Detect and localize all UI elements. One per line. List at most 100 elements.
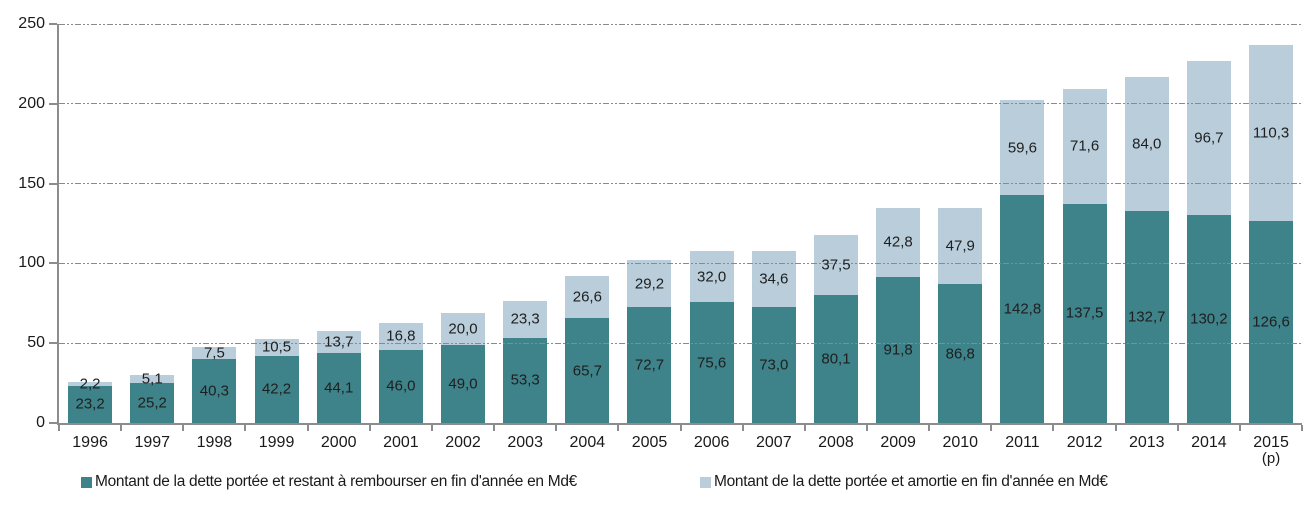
x-axis-tick-10 [679,425,682,431]
bar-segment-amortized-2015: 110,3 [1249,44,1294,221]
bar-value-remaining-2015: 126,6 [1252,313,1290,331]
bar-value-remaining-2002: 49,0 [448,375,478,393]
bar-value-amortized-2005: 29,2 [634,275,665,293]
x-axis-label-text-2014: 2014 [1191,434,1227,451]
bar-value-amortized-2012: 71,6 [1069,137,1100,155]
bar-stack-2014: 96,7 130,2 [1186,60,1231,423]
bar-slot-2000: 13,7 44,1 [308,24,370,423]
legend-item-remaining-debt: Montant de la dette portée et restant à … [81,473,577,491]
bar-segment-amortized-1999: 10,5 [254,339,299,356]
x-axis-tick-18 [1176,425,1179,431]
bars-row: 2,2 23,2 5,1 25,2 7,5 40,3 10,5 42,2 13,7 44,1 16,… [59,24,1302,423]
x-axis-label-1996: 1996 [59,434,121,467]
x-axis-tick-19 [1238,425,1241,431]
bar-stack-2006: 32,0 75,6 [689,251,734,423]
x-axis-label-text-2008: 2008 [818,434,854,451]
bar-slot-2015: 110,3 126,6 [1240,24,1302,423]
x-axis-label-2004: 2004 [556,434,618,467]
bar-value-remaining-2008: 80,1 [821,350,851,368]
y-axis-tick-150 [49,182,57,185]
bar-segment-remaining-2002: 49,0 [441,344,486,423]
gridline-150 [59,183,1302,185]
y-axis-tick-200 [49,102,57,105]
x-axis-tick-12 [803,425,806,431]
x-axis-tick-14 [928,425,931,431]
bar-value-remaining-2003: 53,3 [510,371,540,389]
x-axis-label-text-2007: 2007 [756,434,792,451]
bar-segment-remaining-2003: 53,3 [503,337,548,423]
bar-value-remaining-2012: 137,5 [1065,304,1104,322]
bar-stack-2003: 23,3 53,3 [503,300,548,423]
x-axis-label-2011: 2011 [991,434,1053,467]
bar-segment-remaining-2006: 75,6 [689,302,734,423]
bar-value-amortized-2014: 96,7 [1194,129,1224,147]
bar-value-amortized-2006: 32,0 [697,268,727,286]
bar-stack-1997: 5,1 25,2 [130,370,175,423]
y-axis-label-200: 200 [18,94,45,112]
bar-value-amortized-2001: 16,8 [386,327,416,345]
x-axis-tick-11 [741,425,744,431]
x-axis-line [57,423,1302,425]
bar-slot-2002: 20,0 49,0 [432,24,494,423]
x-axis-label-1998: 1998 [183,434,245,467]
x-axis-label-2012: 2012 [1054,434,1116,467]
x-axis-label-text-1999: 1999 [258,434,295,451]
bar-segment-amortized-2001: 16,8 [378,322,423,350]
x-axis-tick-9 [617,425,620,431]
bar-segment-amortized-1997: 5,1 [130,370,175,387]
bar-segment-amortized-2007: 34,6 [751,251,796,307]
legend-swatch-remaining-debt [81,476,92,488]
x-axis-label-text-2006: 2006 [693,434,730,451]
bar-value-amortized-2007: 34,6 [759,270,789,288]
y-axis-tick-50 [49,342,57,345]
bar-value-amortized-2004: 26,6 [572,288,602,306]
bar-stack-2005: 29,2 72,7 [627,260,672,423]
y-axis-tick-0 [49,422,57,424]
x-axis-tick-13 [865,425,868,431]
bar-stack-2007: 34,6 73,0 [751,251,796,423]
x-axis-label-text-1996: 1996 [72,434,108,451]
plot-area: 2,2 23,2 5,1 25,2 7,5 40,3 10,5 42,2 13,7 44,1 16,… [18,15,1303,431]
y-axis-tick-250 [49,23,57,25]
bar-slot-2003: 23,3 53,3 [494,24,556,423]
x-axis-label-2006: 2006 [681,434,743,467]
x-axis-tick-7 [493,425,496,431]
bar-segment-remaining-2007: 73,0 [751,306,796,423]
bar-stack-2013: 84,0 132,7 [1124,77,1169,423]
bar-slot-2012: 71,6 137,5 [1054,24,1116,423]
x-axis-label-text-2009: 2009 [880,434,916,451]
bar-slot-2004: 26,6 65,7 [556,24,618,423]
bar-segment-amortized-2010: 47,9 [938,208,983,285]
y-axis-label-250: 250 [18,15,45,32]
x-axis-label-text-1998: 1998 [196,434,233,451]
x-axis-label-text-2001: 2001 [383,434,419,451]
bar-slot-1996: 2,2 23,2 [59,24,121,423]
y-axis-label-150: 150 [18,174,45,192]
bar-segment-remaining-2009: 91,8 [876,276,921,423]
bar-value-remaining-1998: 40,3 [199,382,229,400]
bar-slot-2007: 34,6 73,0 [743,24,805,423]
x-axis-label-text-2015: 2015 [1253,434,1289,451]
bar-slot-1998: 7,5 40,3 [183,24,245,423]
bar-segment-amortized-2012: 71,6 [1062,89,1107,204]
bar-segment-remaining-2013: 132,7 [1124,211,1169,423]
x-axis-label-2009: 2009 [867,434,929,467]
bar-value-remaining-2009: 91,8 [883,341,913,359]
bar-value-amortized-2011: 59,6 [1007,139,1038,157]
x-axis-tick-5 [368,425,371,431]
x-axis-label-text-2002: 2002 [445,434,481,451]
x-axis-label-text-2000: 2000 [320,434,357,451]
bar-slot-2010: 47,9 86,8 [929,24,991,423]
x-axis-tick-17 [1114,425,1117,431]
bar-segment-remaining-2000: 44,1 [316,352,361,423]
bar-segment-amortized-1998: 7,5 [192,344,237,361]
bar-slot-2013: 84,0 132,7 [1116,24,1178,423]
bar-value-remaining-2010: 86,8 [945,345,975,363]
bar-slot-2001: 16,8 46,0 [370,24,432,423]
gridline-100 [59,262,1302,264]
bar-slot-2011: 59,6 142,8 [991,24,1053,423]
bar-stack-1999: 10,5 42,2 [254,339,299,423]
x-axis-label-footnote: (p) [1261,450,1281,467]
x-axis-label-2000: 2000 [308,434,370,467]
